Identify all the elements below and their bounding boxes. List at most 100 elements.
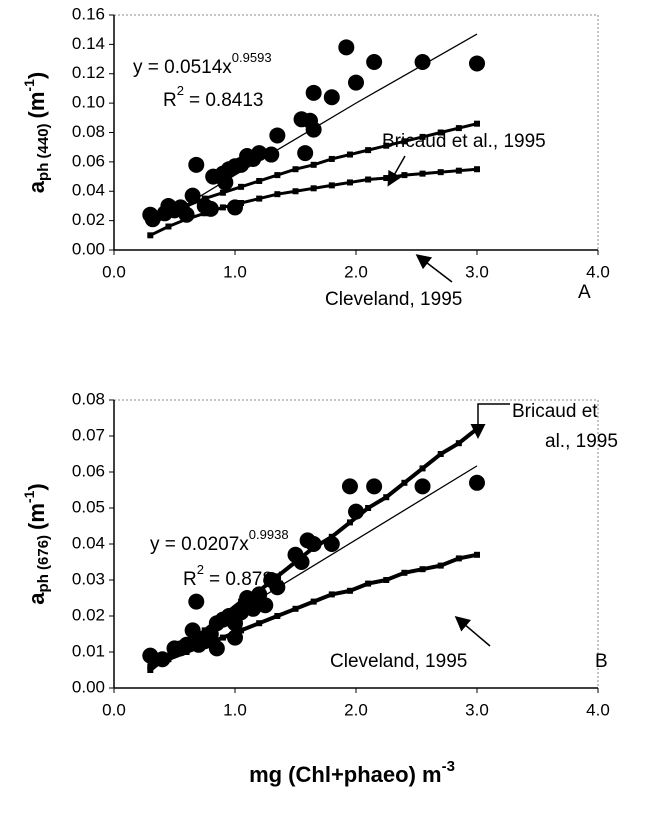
y-tick-label: 0.02 (72, 605, 105, 624)
panel-label: A (578, 282, 591, 303)
data-point (292, 166, 299, 173)
equation-exponent: 0.9938 (249, 527, 289, 542)
data-point (238, 200, 245, 206)
r2-exponent: 2 (177, 83, 184, 98)
y-axis-label: aph (440) (m-1) (21, 72, 52, 193)
y-tick-label: 0.14 (72, 34, 105, 53)
x-tick-label: 4.0 (586, 700, 610, 719)
data-point (292, 605, 299, 612)
data-point (142, 647, 159, 664)
data-point (401, 138, 408, 145)
x-tick-label: 4.0 (586, 262, 610, 281)
data-point (323, 89, 340, 106)
data-point (274, 191, 281, 198)
data-point (219, 189, 226, 196)
equation-text: y = 0.0514x (133, 57, 232, 78)
data-point (165, 223, 172, 230)
y-label-sup: -1 (21, 490, 37, 503)
data-point (469, 55, 485, 72)
data-point (257, 597, 274, 614)
series-annotation: Cleveland, 1995 (330, 651, 467, 672)
data-point (383, 175, 390, 182)
y-label-main: a (24, 592, 49, 605)
data-point (328, 591, 335, 598)
data-point (474, 551, 480, 558)
x-label-text: mg (Chl+phaeo) m (249, 762, 442, 787)
data-point (437, 562, 444, 569)
x-tick-label: 2.0 (344, 262, 368, 281)
y-axis-label: aph (676) (m-1) (21, 483, 52, 604)
arrow (454, 616, 491, 647)
data-point (310, 185, 317, 192)
data-point (401, 172, 408, 179)
data-point (147, 232, 154, 239)
data-point (414, 478, 431, 495)
y-label-close: ) (24, 72, 49, 79)
data-point (201, 627, 208, 634)
data-point (183, 649, 190, 655)
data-point (305, 536, 322, 552)
data-point (474, 166, 480, 173)
data-point (305, 84, 322, 101)
data-point (366, 478, 383, 495)
r2-text: = 0.8784 (209, 569, 284, 590)
data-point (219, 613, 226, 619)
data-point (346, 519, 353, 526)
y-tick-label: 0.06 (72, 461, 105, 480)
data-point (305, 121, 322, 138)
panel-label: B (595, 651, 608, 672)
data-point (165, 656, 172, 663)
x-tick-label: 1.0 (223, 262, 247, 281)
data-point (183, 216, 190, 223)
data-point (201, 195, 208, 202)
data-point (184, 187, 201, 204)
data-point (274, 573, 281, 580)
data-point (365, 580, 372, 587)
x-tick-label: 2.0 (344, 700, 368, 719)
data-point (238, 627, 245, 634)
data-point (346, 179, 353, 186)
y-tick-label: 0.00 (72, 677, 105, 696)
y-tick-label: 0.08 (72, 389, 105, 408)
data-point (455, 440, 462, 447)
data-point (310, 161, 317, 168)
x-axis-label: mg (Chl+phaeo) m-3 (249, 758, 455, 787)
y-label-sub: ph (440) (35, 123, 52, 181)
data-point (251, 145, 268, 162)
data-point (437, 169, 444, 176)
data-point (474, 425, 480, 432)
data-point (346, 151, 353, 158)
data-point (256, 587, 263, 594)
y-tick-label: 0.08 (72, 122, 105, 141)
data-point (310, 598, 317, 605)
data-point (165, 652, 172, 659)
equation-text: y = 0.0207x (150, 534, 249, 555)
y-label-close: ) (24, 483, 49, 490)
data-point (346, 587, 353, 594)
data-point (383, 142, 390, 149)
series-line (149, 33, 478, 228)
data-point (183, 202, 190, 209)
y-tick-label: 0.07 (72, 425, 105, 444)
fit-equation: y = 0.0514x0.9593 (133, 50, 272, 78)
data-point (256, 177, 263, 184)
arrow (470, 403, 510, 439)
y-tick-label: 0.02 (72, 210, 105, 229)
data-point (219, 634, 226, 641)
data-point (256, 620, 263, 627)
data-point (238, 598, 245, 605)
x-label-sup: -3 (442, 758, 455, 775)
data-point (208, 640, 225, 657)
x-tick-label: 1.0 (223, 700, 247, 719)
data-point (419, 170, 426, 177)
fit-r2: R2 = 0.8784 (183, 562, 284, 590)
data-point (419, 465, 426, 472)
data-point (269, 127, 286, 144)
data-point (328, 533, 335, 540)
r2-exponent: 2 (197, 562, 204, 577)
data-point (455, 167, 462, 174)
data-point (256, 195, 263, 202)
data-point (188, 156, 205, 173)
data-point (274, 613, 281, 619)
